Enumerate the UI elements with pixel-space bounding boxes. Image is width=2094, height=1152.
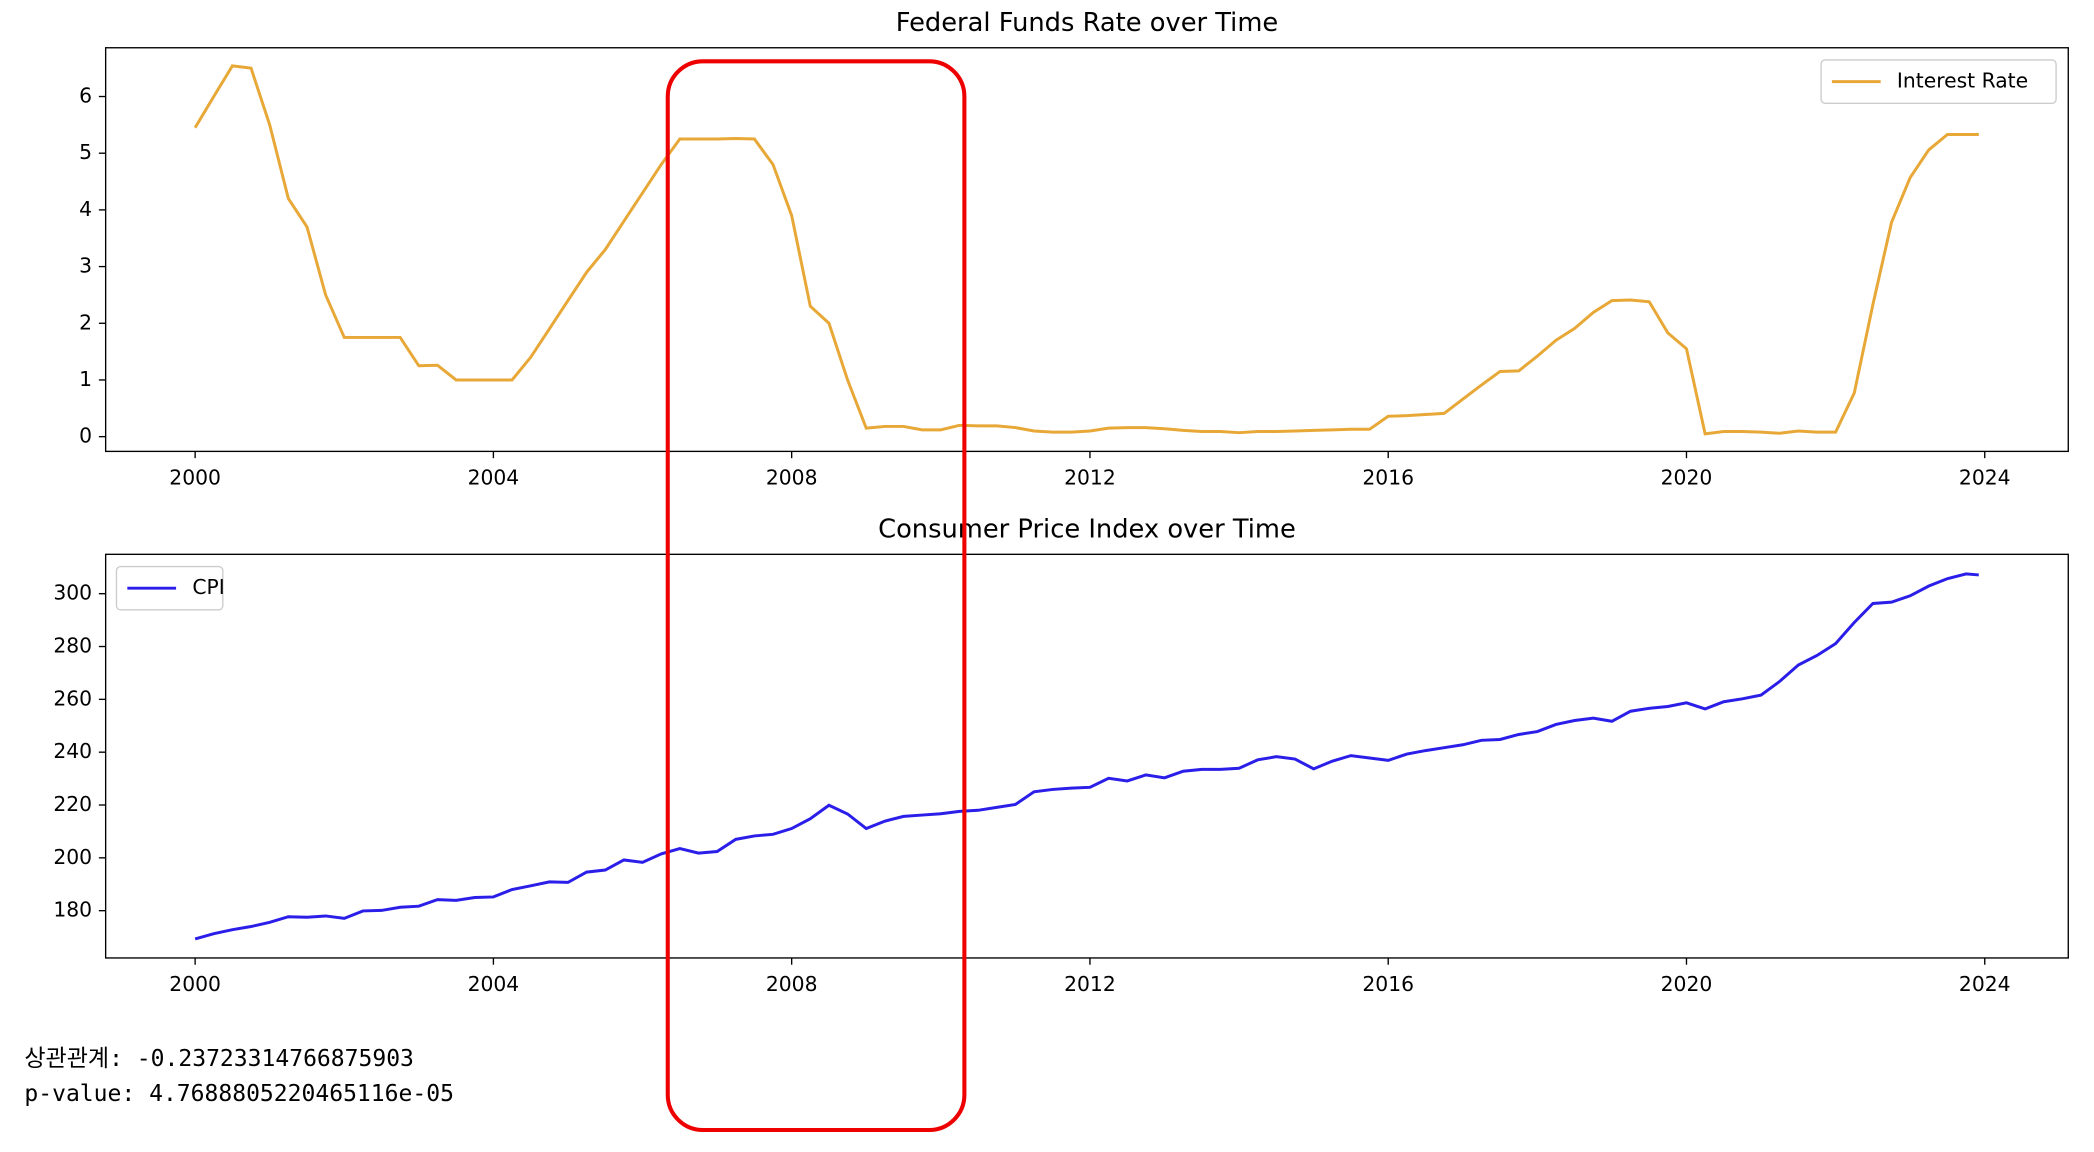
legend-label: Interest Rate <box>1897 69 2028 93</box>
x-tick-label: 2008 <box>766 972 818 996</box>
chart-title: Consumer Price Index over Time <box>878 514 1296 544</box>
plot-frame <box>104 47 2069 453</box>
x-tick-label: 2000 <box>169 972 221 996</box>
x-tick-label: 2016 <box>1362 465 1414 489</box>
legend-box <box>1820 59 2057 104</box>
x-tick-label: 2024 <box>1959 465 2011 489</box>
legend: Interest Rate <box>1820 59 2057 104</box>
data-line <box>193 64 1979 436</box>
x-tick-label: 2004 <box>468 465 520 489</box>
y-tick-label: 2 <box>79 310 92 334</box>
legend-label: CPI <box>192 575 224 599</box>
x-tick-label: 2012 <box>1064 465 1116 489</box>
chart-title: Federal Funds Rate over Time <box>896 8 1279 38</box>
x-tick-label: 2008 <box>766 465 818 489</box>
y-tick-label: 280 <box>53 634 92 658</box>
x-tick-label: 2016 <box>1362 972 1414 996</box>
y-tick-label: 200 <box>53 845 92 869</box>
y-tick-label: 1 <box>79 367 92 391</box>
x-tick-label: 2020 <box>1661 972 1713 996</box>
y-tick-label: 240 <box>53 739 92 763</box>
x-tick-label: 2024 <box>1959 972 2011 996</box>
y-tick-label: 260 <box>53 686 92 710</box>
y-tick-label: 4 <box>79 197 92 221</box>
x-tick-label: 2012 <box>1064 972 1116 996</box>
y-tick-label: 5 <box>79 140 92 164</box>
y-tick-label: 3 <box>79 254 92 278</box>
legend: CPI <box>115 565 225 611</box>
x-tick-label: 2000 <box>169 465 221 489</box>
highlight-box <box>665 59 967 1133</box>
y-tick-label: 300 <box>53 581 92 605</box>
output-line: 상관관계: -0.23723314766875903 <box>24 1046 414 1072</box>
output-line: p-value: 4.7688805220465116e-05 <box>24 1081 454 1107</box>
y-tick-label: 220 <box>53 792 92 816</box>
y-tick-label: 180 <box>53 898 92 922</box>
x-tick-label: 2020 <box>1661 465 1713 489</box>
data-line <box>194 572 1979 941</box>
plot-frame <box>104 553 2069 959</box>
y-tick-label: 0 <box>79 424 92 448</box>
y-tick-label: 6 <box>79 84 92 108</box>
x-tick-label: 2004 <box>468 972 520 996</box>
